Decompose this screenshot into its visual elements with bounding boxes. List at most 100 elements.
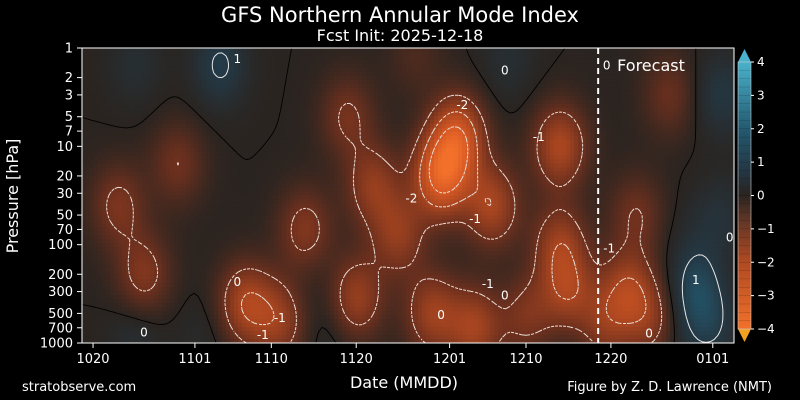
heatmap-cell bbox=[610, 79, 615, 85]
heatmap-cell bbox=[718, 115, 723, 121]
heatmap-cell bbox=[342, 155, 347, 161]
heatmap-cell bbox=[654, 59, 659, 65]
heatmap-cell bbox=[730, 67, 734, 73]
heatmap-cell bbox=[626, 151, 631, 157]
heatmap-cell bbox=[478, 99, 483, 105]
heatmap-cell bbox=[486, 135, 491, 141]
heatmap-cell bbox=[334, 71, 339, 77]
heatmap-cell bbox=[434, 139, 439, 145]
heatmap-cell bbox=[494, 155, 499, 161]
heatmap-cell bbox=[638, 51, 643, 57]
heatmap-cell bbox=[454, 99, 459, 105]
heatmap-cell bbox=[382, 59, 387, 65]
heatmap-cell bbox=[286, 71, 291, 77]
heatmap-cell bbox=[186, 48, 191, 53]
heatmap-cell bbox=[322, 151, 327, 157]
heatmap-cell bbox=[82, 151, 87, 157]
heatmap-cell bbox=[374, 75, 379, 81]
heatmap-cell bbox=[386, 123, 391, 129]
heatmap-cell bbox=[682, 163, 687, 169]
heatmap-cell bbox=[510, 111, 515, 117]
heatmap-cell bbox=[330, 87, 335, 93]
heatmap-cell bbox=[506, 51, 511, 57]
heatmap-cell bbox=[338, 131, 343, 137]
heatmap-cell bbox=[114, 55, 119, 61]
heatmap-cell bbox=[82, 91, 87, 97]
heatmap-cell bbox=[442, 119, 447, 125]
heatmap-cell bbox=[614, 71, 619, 77]
heatmap-cell bbox=[394, 115, 399, 121]
heatmap-cell bbox=[158, 115, 163, 121]
heatmap-cell bbox=[610, 91, 615, 97]
heatmap-cell bbox=[534, 131, 539, 137]
heatmap-cell bbox=[366, 111, 371, 117]
heatmap-cell bbox=[430, 83, 435, 89]
heatmap-cell bbox=[518, 91, 523, 97]
heatmap-cell bbox=[642, 103, 647, 109]
heatmap-cell bbox=[578, 151, 583, 157]
heatmap-cell bbox=[198, 151, 203, 157]
heatmap-cell bbox=[310, 79, 315, 85]
heatmap-cell bbox=[538, 107, 543, 113]
heatmap-cell bbox=[134, 79, 139, 85]
heatmap-cell bbox=[110, 163, 115, 169]
heatmap-cell bbox=[162, 131, 167, 137]
heatmap-cell bbox=[578, 147, 583, 153]
heatmap-cell bbox=[350, 111, 355, 117]
heatmap-cell bbox=[310, 139, 315, 145]
heatmap-cell bbox=[374, 91, 379, 97]
heatmap-cell bbox=[474, 147, 479, 153]
heatmap-cell bbox=[634, 95, 639, 101]
heatmap-cell bbox=[126, 163, 131, 169]
heatmap-cell bbox=[150, 63, 155, 69]
heatmap-cell bbox=[466, 87, 471, 93]
heatmap-cell bbox=[386, 87, 391, 93]
heatmap-cell bbox=[122, 91, 127, 97]
heatmap-cell bbox=[334, 119, 339, 125]
heatmap-cell bbox=[690, 63, 695, 69]
heatmap-cell bbox=[570, 123, 575, 129]
heatmap-cell bbox=[222, 115, 227, 121]
heatmap-cell bbox=[558, 67, 563, 73]
heatmap-cell bbox=[506, 115, 511, 121]
heatmap-cell bbox=[614, 151, 619, 157]
heatmap-cell bbox=[226, 163, 231, 169]
heatmap-cell bbox=[498, 48, 503, 53]
heatmap-cell bbox=[218, 91, 223, 97]
heatmap-cell bbox=[322, 59, 327, 65]
heatmap-cell bbox=[354, 131, 359, 137]
heatmap-cell bbox=[378, 159, 383, 165]
heatmap-cell bbox=[110, 147, 115, 153]
heatmap-cell bbox=[370, 143, 375, 149]
heatmap-cell bbox=[358, 143, 363, 149]
heatmap-cell bbox=[330, 163, 335, 169]
heatmap-cell bbox=[706, 87, 711, 93]
heatmap-cell bbox=[570, 139, 575, 145]
heatmap-cell bbox=[574, 79, 579, 85]
heatmap-cell bbox=[346, 127, 351, 133]
heatmap-cell bbox=[286, 127, 291, 133]
heatmap-cell bbox=[670, 155, 675, 161]
heatmap-cell bbox=[482, 91, 487, 97]
heatmap-cell bbox=[414, 143, 419, 149]
heatmap-cell bbox=[238, 103, 243, 109]
heatmap-cell bbox=[346, 91, 351, 97]
heatmap-cell bbox=[222, 111, 227, 117]
heatmap-cell bbox=[462, 55, 467, 61]
heatmap-cell bbox=[538, 147, 543, 153]
heatmap-cell bbox=[490, 67, 495, 73]
heatmap-cell bbox=[546, 95, 551, 101]
heatmap-cell bbox=[326, 71, 331, 77]
heatmap-cell bbox=[322, 99, 327, 105]
heatmap-cell bbox=[158, 119, 163, 125]
heatmap-cell bbox=[134, 163, 139, 169]
heatmap-cell bbox=[514, 147, 519, 153]
heatmap-cell bbox=[218, 155, 223, 161]
heatmap-cell bbox=[158, 79, 163, 85]
heatmap-cell bbox=[302, 123, 307, 129]
heatmap-cell bbox=[198, 83, 203, 89]
heatmap-cell bbox=[610, 163, 615, 169]
heatmap-cell bbox=[302, 111, 307, 117]
heatmap-cell bbox=[694, 135, 699, 141]
heatmap-cell bbox=[242, 59, 247, 65]
